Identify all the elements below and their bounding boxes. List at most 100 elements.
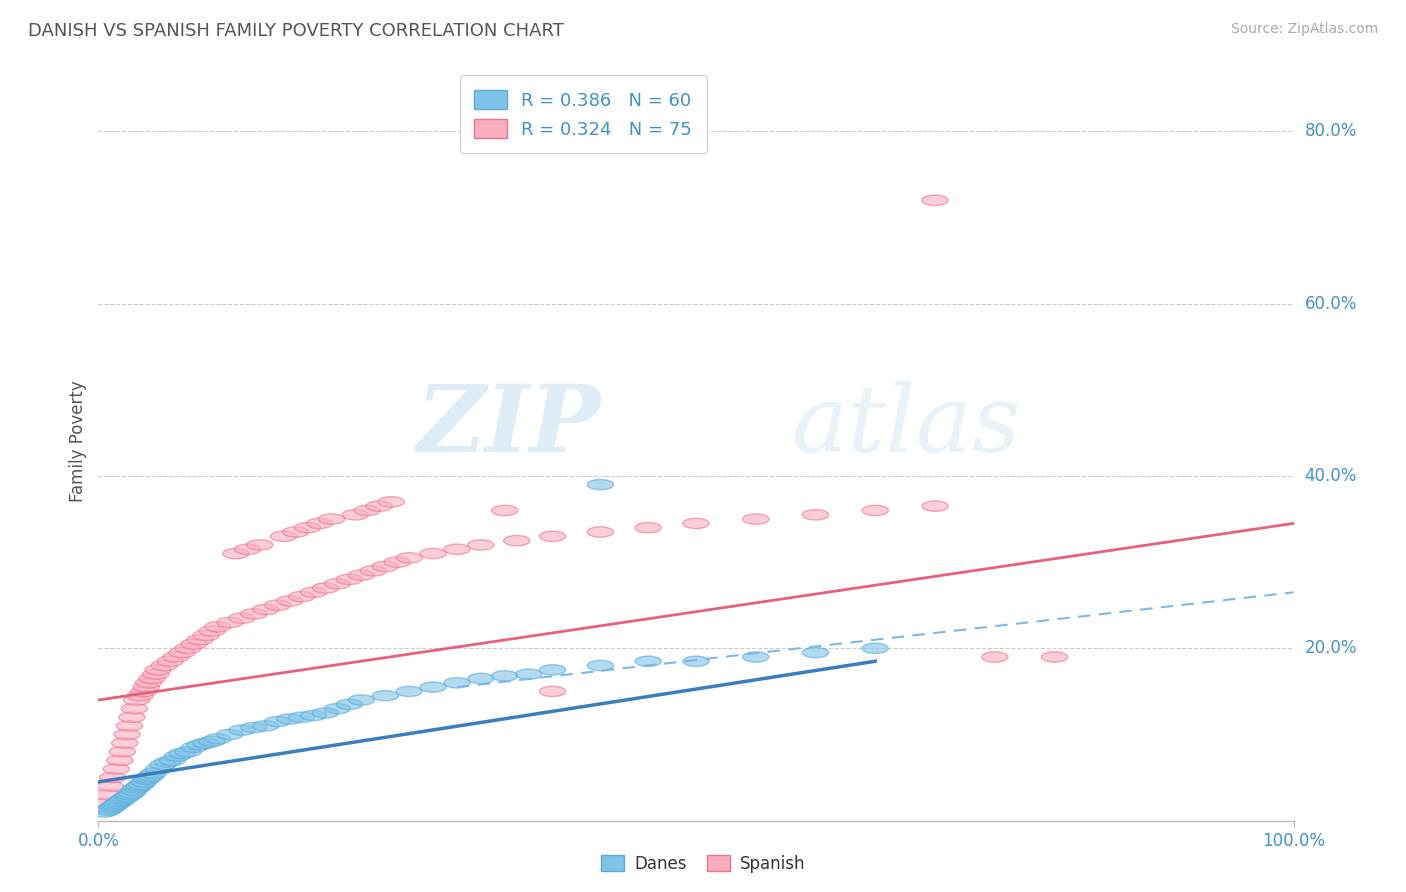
- Ellipse shape: [378, 497, 405, 507]
- Ellipse shape: [117, 789, 142, 800]
- Ellipse shape: [145, 764, 172, 774]
- Ellipse shape: [325, 704, 350, 714]
- Ellipse shape: [131, 777, 157, 787]
- Ellipse shape: [503, 535, 530, 546]
- Ellipse shape: [142, 669, 169, 680]
- Ellipse shape: [742, 514, 769, 524]
- Ellipse shape: [396, 686, 422, 697]
- Ellipse shape: [198, 626, 225, 636]
- Text: atlas: atlas: [792, 382, 1021, 471]
- Ellipse shape: [373, 690, 398, 701]
- Ellipse shape: [118, 788, 145, 798]
- Ellipse shape: [138, 771, 165, 781]
- Ellipse shape: [157, 657, 183, 666]
- Ellipse shape: [862, 505, 889, 516]
- Legend: R = 0.386   N = 60, R = 0.324   N = 75: R = 0.386 N = 60, R = 0.324 N = 75: [460, 75, 707, 153]
- Ellipse shape: [97, 804, 124, 814]
- Ellipse shape: [288, 591, 315, 602]
- Ellipse shape: [118, 712, 145, 723]
- Ellipse shape: [360, 566, 387, 576]
- Ellipse shape: [103, 764, 129, 774]
- Ellipse shape: [270, 531, 297, 541]
- Ellipse shape: [444, 544, 470, 555]
- Ellipse shape: [165, 751, 190, 761]
- Ellipse shape: [159, 756, 186, 765]
- Ellipse shape: [1042, 652, 1067, 662]
- Ellipse shape: [163, 652, 190, 662]
- Ellipse shape: [349, 570, 374, 581]
- Ellipse shape: [229, 613, 254, 624]
- Ellipse shape: [420, 681, 446, 692]
- Ellipse shape: [117, 721, 142, 731]
- Ellipse shape: [277, 714, 302, 724]
- Ellipse shape: [336, 574, 363, 584]
- Ellipse shape: [150, 759, 176, 770]
- Ellipse shape: [683, 657, 709, 666]
- Ellipse shape: [107, 797, 134, 807]
- Ellipse shape: [312, 707, 339, 718]
- Ellipse shape: [135, 678, 162, 688]
- Ellipse shape: [312, 582, 339, 593]
- Ellipse shape: [301, 710, 326, 721]
- Ellipse shape: [253, 721, 278, 731]
- Ellipse shape: [803, 648, 828, 657]
- Text: 80.0%: 80.0%: [1305, 122, 1357, 140]
- Ellipse shape: [240, 723, 267, 732]
- Ellipse shape: [396, 553, 422, 563]
- Ellipse shape: [922, 501, 948, 511]
- Ellipse shape: [288, 712, 315, 723]
- Ellipse shape: [110, 747, 135, 757]
- Text: 20.0%: 20.0%: [1305, 640, 1357, 657]
- Ellipse shape: [107, 756, 134, 765]
- Ellipse shape: [229, 725, 254, 735]
- Ellipse shape: [301, 587, 326, 598]
- Ellipse shape: [134, 774, 159, 784]
- Ellipse shape: [124, 783, 150, 793]
- Ellipse shape: [540, 531, 565, 541]
- Ellipse shape: [283, 527, 309, 537]
- Ellipse shape: [264, 716, 291, 727]
- Text: Source: ZipAtlas.com: Source: ZipAtlas.com: [1230, 22, 1378, 37]
- Ellipse shape: [181, 742, 207, 753]
- Text: DANISH VS SPANISH FAMILY POVERTY CORRELATION CHART: DANISH VS SPANISH FAMILY POVERTY CORRELA…: [28, 22, 564, 40]
- Ellipse shape: [366, 501, 392, 511]
- Ellipse shape: [193, 631, 219, 640]
- Ellipse shape: [468, 540, 494, 550]
- Ellipse shape: [110, 795, 135, 805]
- Ellipse shape: [444, 678, 470, 688]
- Ellipse shape: [336, 699, 363, 709]
- Ellipse shape: [235, 544, 262, 555]
- Ellipse shape: [373, 561, 398, 572]
- Ellipse shape: [155, 757, 181, 767]
- Ellipse shape: [124, 695, 150, 706]
- Ellipse shape: [384, 557, 411, 567]
- Ellipse shape: [862, 643, 889, 654]
- Ellipse shape: [114, 730, 141, 739]
- Ellipse shape: [114, 791, 141, 802]
- Ellipse shape: [588, 527, 613, 537]
- Ellipse shape: [492, 505, 517, 516]
- Ellipse shape: [325, 579, 350, 589]
- Ellipse shape: [922, 195, 948, 205]
- Ellipse shape: [318, 514, 344, 524]
- Ellipse shape: [742, 652, 769, 662]
- Ellipse shape: [187, 739, 214, 750]
- Ellipse shape: [588, 479, 613, 490]
- Ellipse shape: [169, 748, 195, 758]
- Ellipse shape: [240, 608, 267, 619]
- Ellipse shape: [492, 671, 517, 681]
- Ellipse shape: [104, 798, 131, 808]
- Ellipse shape: [222, 549, 249, 558]
- Ellipse shape: [540, 686, 565, 697]
- Ellipse shape: [145, 665, 172, 675]
- Ellipse shape: [131, 686, 157, 697]
- Ellipse shape: [205, 733, 231, 744]
- Ellipse shape: [91, 798, 118, 808]
- Ellipse shape: [111, 738, 138, 748]
- Ellipse shape: [91, 807, 118, 817]
- Ellipse shape: [100, 802, 127, 812]
- Ellipse shape: [141, 768, 166, 779]
- Ellipse shape: [354, 505, 381, 516]
- Ellipse shape: [307, 518, 333, 529]
- Ellipse shape: [683, 518, 709, 529]
